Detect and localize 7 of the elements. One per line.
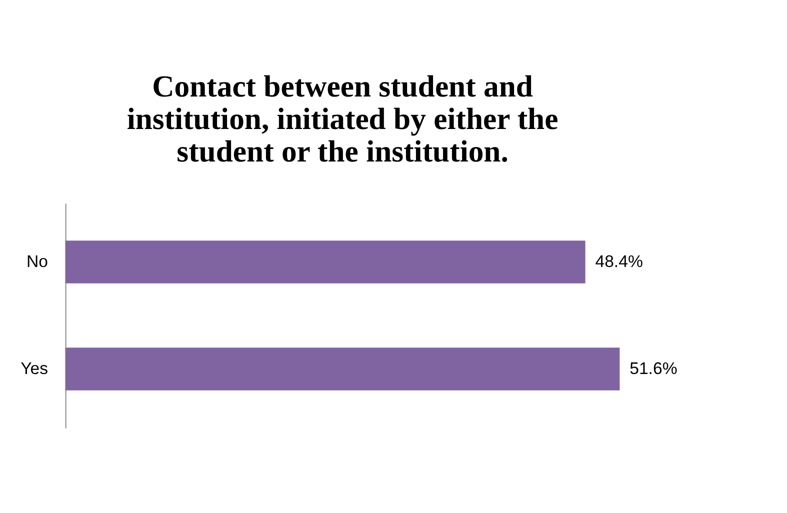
y-tick-label: Yes (20, 358, 48, 378)
y-tick-label: No (26, 252, 48, 271)
data-label: 48.4% (595, 252, 643, 271)
data-label: 51.6% (630, 358, 678, 378)
text: institution, initiated by either the (126, 102, 558, 136)
text: student or the institution. (176, 134, 508, 169)
text: Contact between student and (152, 69, 533, 104)
